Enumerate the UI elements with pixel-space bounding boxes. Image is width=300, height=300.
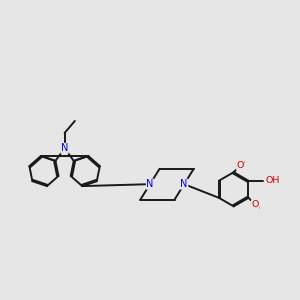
Text: OH: OH xyxy=(266,176,280,185)
Text: O: O xyxy=(237,161,244,170)
Text: N: N xyxy=(61,143,68,153)
Text: N: N xyxy=(146,179,154,189)
Text: O: O xyxy=(251,200,259,209)
Text: N: N xyxy=(181,179,188,189)
